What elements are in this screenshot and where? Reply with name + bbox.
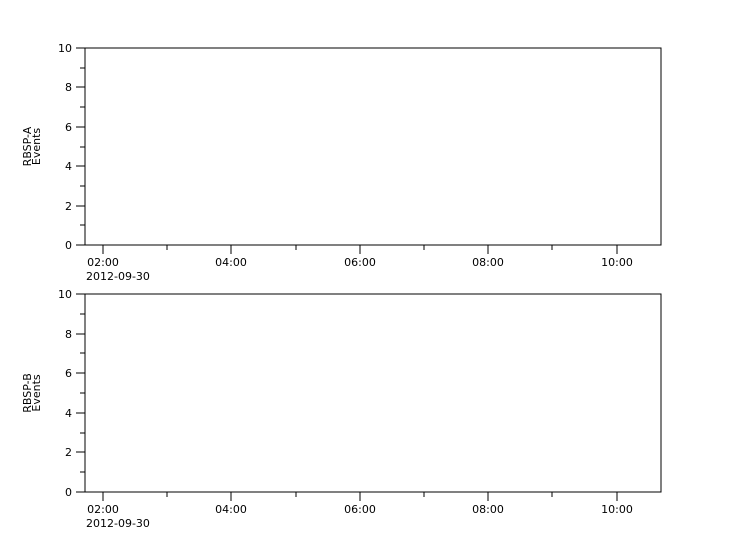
y-tick-label: 10 bbox=[58, 42, 72, 55]
x-tick-label: 06:00 bbox=[344, 256, 376, 269]
x-tick-label: 02:00 bbox=[87, 256, 119, 269]
y-tick-label: 8 bbox=[65, 81, 72, 94]
plot-frame bbox=[84, 47, 662, 246]
x-axis-date-label: 2012-09-30 bbox=[86, 517, 150, 530]
x-tick-label: 06:00 bbox=[344, 503, 376, 516]
x-tick-label: 10:00 bbox=[601, 256, 633, 269]
x-axis: 02:00 04:00 06:00 08:00 10:00 2012-09-30 bbox=[86, 492, 633, 530]
x-tick-label: 08:00 bbox=[472, 503, 504, 516]
y-tick-label: 4 bbox=[65, 160, 72, 173]
x-tick-label: 04:00 bbox=[215, 503, 247, 516]
x-tick-label: 10:00 bbox=[601, 503, 633, 516]
y-axis-title-line: RBSP-B bbox=[21, 373, 34, 413]
x-tick-label: 08:00 bbox=[472, 256, 504, 269]
plot-frame bbox=[84, 293, 662, 493]
y-tick-label: 0 bbox=[65, 486, 72, 499]
y-axis: 0 2 4 6 8 10 bbox=[58, 288, 85, 499]
chart-panel-rbsp-b: 0 2 4 6 8 10 02:00 04:00 06:00 08:00 10:00 2012-09-… bbox=[21, 288, 662, 530]
x-axis-date-label: 2012-09-30 bbox=[86, 270, 150, 283]
y-tick-label: 8 bbox=[65, 328, 72, 341]
x-axis: 02:00 04:00 06:00 08:00 10:00 2012-09-30 bbox=[86, 245, 633, 283]
y-tick-label: 4 bbox=[65, 407, 72, 420]
y-axis-title-line: Events bbox=[30, 374, 43, 412]
y-tick-label: 2 bbox=[65, 200, 72, 213]
y-tick-label: 6 bbox=[65, 367, 72, 380]
y-tick-label: 2 bbox=[65, 446, 72, 459]
chart-panel-rbsp-a: 0 2 4 6 8 10 02:00 04:00 06:00 08:00 10:00 2012-09-… bbox=[21, 42, 662, 283]
y-axis-title-line: RBSP-A bbox=[21, 126, 34, 166]
x-tick-label: 02:00 bbox=[87, 503, 119, 516]
y-tick-label: 0 bbox=[65, 239, 72, 252]
x-tick-label: 04:00 bbox=[215, 256, 247, 269]
y-tick-label: 10 bbox=[58, 288, 72, 301]
y-axis: 0 2 4 6 8 10 bbox=[58, 42, 85, 252]
y-tick-label: 6 bbox=[65, 121, 72, 134]
y-axis-title-line: Events bbox=[30, 128, 43, 166]
